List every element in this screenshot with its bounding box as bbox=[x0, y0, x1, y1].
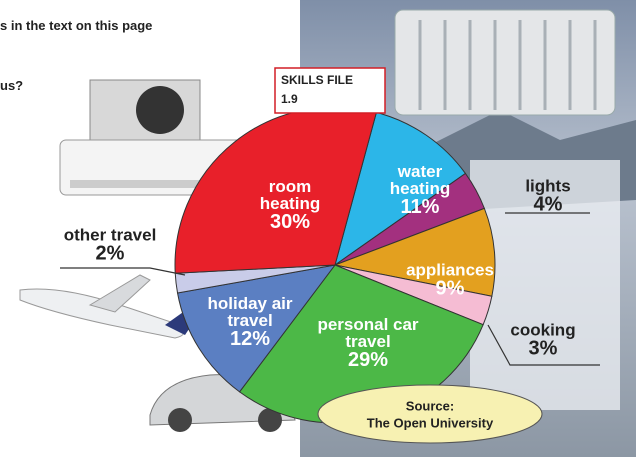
source-name: The Open University bbox=[367, 417, 493, 430]
skills-file-title: SKILLS FILE bbox=[281, 73, 353, 87]
value-label: 30% bbox=[245, 212, 335, 232]
category-label: holiday air travel bbox=[200, 295, 300, 329]
leader-line bbox=[60, 268, 185, 275]
page: s in the text on this page us? SKILLS FI… bbox=[0, 0, 636, 457]
value-label: 4% bbox=[508, 195, 588, 215]
category-label: water heating bbox=[375, 163, 465, 197]
value-label: 11% bbox=[375, 197, 465, 217]
page-text: us? bbox=[0, 78, 23, 93]
category-label: cooking bbox=[498, 322, 588, 339]
skills-file-number: 1.9 bbox=[281, 92, 298, 106]
value-label: 2% bbox=[50, 244, 170, 264]
category-label: lights bbox=[508, 178, 588, 195]
category-label: other travel bbox=[50, 227, 170, 244]
category-label: personal car travel bbox=[303, 316, 433, 350]
category-label: room heating bbox=[245, 178, 335, 212]
source-bubble bbox=[318, 385, 542, 443]
category-label: appliances bbox=[395, 262, 505, 279]
source-label: Source: bbox=[406, 400, 454, 413]
value-label: 9% bbox=[395, 279, 505, 299]
radiator bbox=[395, 10, 615, 115]
page-text: s in the text on this page bbox=[0, 18, 152, 33]
value-label: 29% bbox=[303, 350, 433, 370]
value-label: 12% bbox=[200, 329, 300, 349]
value-label: 3% bbox=[498, 339, 588, 359]
